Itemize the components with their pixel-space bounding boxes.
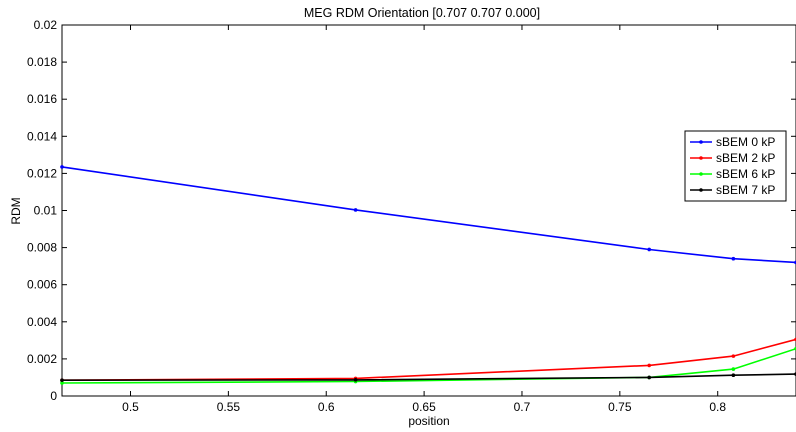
x-tick-label: 0.65 [412, 400, 436, 414]
x-tick-label: 0.5 [122, 400, 139, 414]
legend: sBEM 0 kP sBEM 2 kP sBEM 6 kP sBEM 7 kP [684, 130, 787, 202]
y-axis: 0 0.002 0.004 0.006 0.008 0.01 0.012 0.014 0.016… [27, 18, 796, 403]
data-point [60, 378, 64, 383]
y-tick-label: 0.008 [27, 241, 57, 255]
y-tick-label: 0.018 [27, 55, 57, 69]
data-point [731, 373, 736, 378]
y-tick-label: 0.004 [27, 315, 57, 329]
data-point [60, 381, 64, 385]
legend-entry-label: sBEM 2 kP [716, 151, 775, 165]
y-tick-label: 0.006 [27, 278, 57, 292]
data-point [647, 363, 651, 368]
legend-marker [699, 156, 703, 160]
data-point [731, 354, 736, 358]
data-point [731, 256, 736, 261]
y-tick-label: 0 [50, 389, 57, 403]
x-axis-label: position [408, 414, 449, 428]
y-tick-label: 0.01 [34, 204, 58, 218]
x-tick-label: 0.6 [318, 400, 335, 414]
data-point [353, 378, 358, 382]
legend-entry-label: sBEM 0 kP [716, 135, 775, 149]
y-tick-label: 0.002 [27, 352, 57, 366]
chart-title: MEG RDM Orientation [0.707 0.707 0.000] [304, 6, 540, 20]
y-tick-label: 0.02 [34, 18, 58, 32]
data-point [731, 367, 736, 371]
legend-entry-label: sBEM 7 kP [716, 183, 775, 197]
x-tick-label: 0.55 [217, 400, 241, 414]
data-point [647, 375, 651, 380]
data-point [353, 208, 358, 212]
x-axis: 0.5 0.55 0.6 0.65 0.7 0.75 0.8 [122, 25, 726, 414]
x-tick-label: 0.75 [608, 400, 632, 414]
series-layer [60, 165, 796, 385]
y-tick-label: 0.014 [27, 129, 57, 143]
x-tick-label: 0.7 [514, 400, 531, 414]
plot-area [61, 24, 796, 397]
y-tick-label: 0.016 [27, 92, 57, 106]
legend-marker [699, 172, 703, 176]
data-point [647, 247, 651, 252]
legend-marker [699, 188, 703, 192]
legend-marker [699, 140, 703, 144]
y-tick-label: 0.012 [27, 166, 57, 180]
legend-entry-label: sBEM 6 kP [716, 167, 775, 181]
x-tick-label: 0.8 [709, 400, 726, 414]
data-point [60, 165, 64, 169]
y-axis-label: RDM [9, 197, 23, 224]
